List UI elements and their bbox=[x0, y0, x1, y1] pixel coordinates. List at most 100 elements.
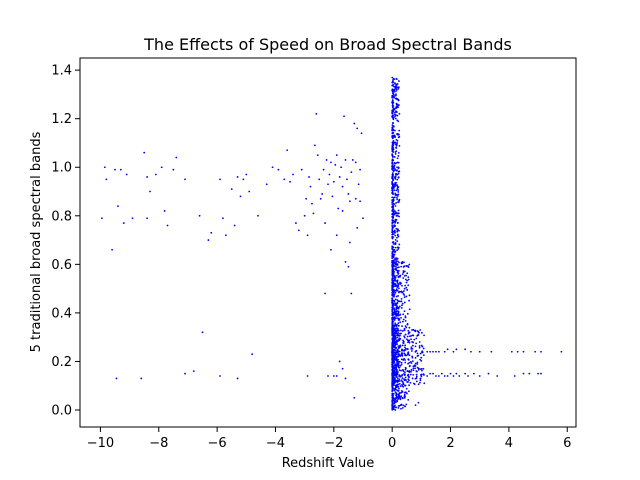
data-point bbox=[394, 129, 396, 132]
data-point bbox=[420, 344, 423, 347]
data-point bbox=[394, 322, 397, 325]
data-point bbox=[393, 229, 396, 232]
data-point bbox=[392, 259, 395, 262]
data-point bbox=[398, 374, 401, 377]
data-point bbox=[391, 319, 394, 322]
data-point bbox=[421, 351, 424, 354]
data-point bbox=[347, 265, 350, 268]
data-point bbox=[391, 222, 394, 225]
data-point bbox=[400, 363, 403, 366]
data-point bbox=[395, 329, 398, 332]
data-point bbox=[395, 218, 398, 221]
data-point bbox=[394, 381, 396, 384]
data-point bbox=[399, 300, 401, 303]
data-point bbox=[395, 375, 398, 377]
data-point bbox=[175, 156, 178, 159]
data-point bbox=[402, 370, 405, 373]
x-tick-label: −4 bbox=[266, 436, 285, 451]
data-point bbox=[393, 86, 396, 88]
data-point bbox=[406, 374, 409, 377]
data-point bbox=[395, 406, 397, 409]
data-point bbox=[415, 373, 418, 376]
data-point bbox=[396, 396, 398, 398]
data-point bbox=[394, 342, 397, 345]
data-point bbox=[398, 135, 401, 138]
data-point bbox=[224, 234, 227, 237]
data-point bbox=[391, 343, 394, 346]
data-point bbox=[407, 266, 410, 268]
data-point bbox=[396, 257, 399, 260]
data-point bbox=[393, 262, 396, 264]
data-point bbox=[391, 102, 394, 105]
data-point bbox=[422, 347, 425, 350]
data-point bbox=[395, 89, 398, 92]
data-point bbox=[397, 389, 400, 392]
data-point bbox=[513, 375, 516, 377]
data-point bbox=[391, 89, 394, 92]
data-point bbox=[446, 348, 449, 351]
data-point bbox=[405, 281, 408, 284]
data-point bbox=[400, 316, 402, 319]
data-point bbox=[236, 377, 239, 380]
data-point bbox=[540, 350, 542, 353]
data-point bbox=[399, 354, 401, 357]
data-point bbox=[414, 404, 417, 407]
data-point bbox=[396, 166, 398, 169]
x-tick-label: −8 bbox=[149, 436, 168, 451]
data-point bbox=[414, 330, 417, 333]
data-point bbox=[394, 153, 397, 155]
data-point bbox=[403, 275, 406, 277]
data-point bbox=[391, 273, 394, 276]
data-point bbox=[487, 372, 490, 375]
data-point bbox=[399, 321, 402, 324]
data-point bbox=[392, 121, 394, 124]
data-point bbox=[396, 105, 399, 108]
y-tick-label: 0.6 bbox=[51, 258, 72, 273]
data-point bbox=[391, 76, 394, 79]
data-point bbox=[313, 144, 316, 147]
data-point bbox=[412, 373, 415, 376]
data-point bbox=[308, 176, 310, 178]
data-point bbox=[399, 396, 402, 399]
data-point bbox=[419, 368, 422, 370]
data-point bbox=[354, 161, 357, 164]
data-point bbox=[309, 185, 312, 188]
data-point bbox=[417, 383, 420, 386]
data-point bbox=[406, 370, 409, 372]
data-point bbox=[391, 306, 394, 309]
data-point bbox=[391, 215, 394, 218]
data-point bbox=[417, 368, 420, 371]
data-point bbox=[397, 120, 400, 123]
data-point bbox=[122, 222, 125, 224]
data-point bbox=[394, 357, 397, 359]
data-point bbox=[396, 86, 398, 89]
y-tick-label: 0.0 bbox=[51, 404, 72, 419]
data-point bbox=[395, 307, 398, 309]
data-point bbox=[397, 393, 400, 396]
data-point bbox=[395, 295, 398, 298]
data-point bbox=[392, 143, 394, 146]
data-point bbox=[406, 322, 409, 325]
data-point bbox=[397, 358, 400, 361]
data-point bbox=[528, 372, 531, 375]
data-point bbox=[403, 287, 406, 290]
data-point bbox=[416, 363, 419, 365]
plot-area bbox=[100, 76, 563, 411]
data-point bbox=[401, 397, 404, 400]
data-point bbox=[392, 202, 395, 205]
data-point bbox=[396, 383, 398, 386]
data-point bbox=[395, 138, 398, 141]
data-point bbox=[540, 372, 542, 375]
data-point bbox=[392, 335, 395, 338]
data-point bbox=[392, 277, 395, 280]
data-point bbox=[117, 205, 119, 207]
data-point bbox=[403, 349, 405, 352]
data-point bbox=[149, 190, 151, 193]
data-point bbox=[392, 358, 395, 361]
data-point bbox=[403, 396, 406, 399]
data-point bbox=[397, 345, 400, 348]
data-point bbox=[359, 168, 361, 171]
data-point bbox=[341, 185, 344, 188]
data-point bbox=[420, 375, 423, 378]
data-point bbox=[392, 307, 395, 309]
